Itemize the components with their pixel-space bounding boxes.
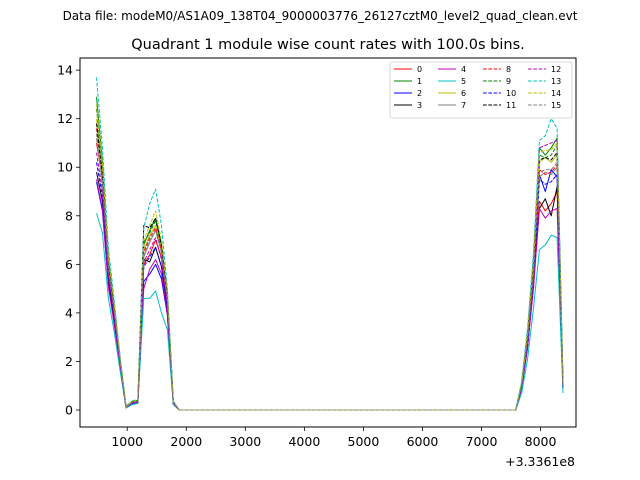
legend-label-11: 11 xyxy=(506,101,516,110)
legend-label-3: 3 xyxy=(417,101,422,110)
y-tick-label: 0 xyxy=(65,403,73,418)
x-tick-label: 2000 xyxy=(170,434,202,449)
legend-label-5: 5 xyxy=(461,77,466,86)
axis-layer: 1000 2000 3000 4000 5000 6000 7000 800002468101… xyxy=(57,63,556,449)
legend-label-13: 13 xyxy=(551,77,561,86)
legend-label-14: 14 xyxy=(551,89,561,98)
series-line-0 xyxy=(96,142,564,411)
y-tick-label: 14 xyxy=(57,63,73,78)
chart-title: Quadrant 1 module wise count rates with … xyxy=(131,37,525,53)
plot-frame xyxy=(79,57,577,428)
y-tick-label: 4 xyxy=(65,305,73,320)
series-line-6 xyxy=(96,118,564,411)
series-line-11 xyxy=(96,123,564,411)
x-tick-label: 6000 xyxy=(407,434,439,449)
series-line-1 xyxy=(96,96,564,411)
legend-label-8: 8 xyxy=(506,65,511,74)
legend-frame xyxy=(389,61,573,119)
legend-label-6: 6 xyxy=(461,89,466,98)
legend-label-2: 2 xyxy=(417,89,422,98)
x-tick-label: 4000 xyxy=(288,434,320,449)
x-offset-label: +3.3361e8 xyxy=(505,454,575,469)
x-tick-label: 1000 xyxy=(111,434,143,449)
series-line-5 xyxy=(96,213,564,411)
legend-label-1: 1 xyxy=(417,77,422,86)
legend-label-15: 15 xyxy=(551,101,561,110)
x-tick-label: 5000 xyxy=(348,434,380,449)
legend-label-9: 9 xyxy=(506,77,511,86)
y-tick-label: 8 xyxy=(65,208,73,223)
y-tick-label: 2 xyxy=(65,354,73,369)
legend-label-4: 4 xyxy=(461,65,466,74)
x-tick-label: 7000 xyxy=(466,434,498,449)
series-line-9 xyxy=(96,108,564,411)
series-line-13 xyxy=(96,77,564,411)
legend-label-0: 0 xyxy=(417,65,422,74)
series-line-8 xyxy=(96,128,564,411)
x-tick-label: 3000 xyxy=(229,434,261,449)
y-tick-label: 6 xyxy=(65,257,73,272)
series-line-15 xyxy=(96,133,564,411)
series-line-14 xyxy=(96,104,564,411)
legend-label-7: 7 xyxy=(461,101,466,110)
x-tick-label: 8000 xyxy=(525,434,557,449)
chart-suptitle: Data file: modeM0/AS1A09_138T04_90000037… xyxy=(63,9,578,23)
series-layer xyxy=(96,77,564,411)
legend-label-12: 12 xyxy=(551,65,561,74)
legend-label-10: 10 xyxy=(506,89,516,98)
y-tick-label: 12 xyxy=(57,111,73,126)
y-tick-label: 10 xyxy=(57,160,73,175)
